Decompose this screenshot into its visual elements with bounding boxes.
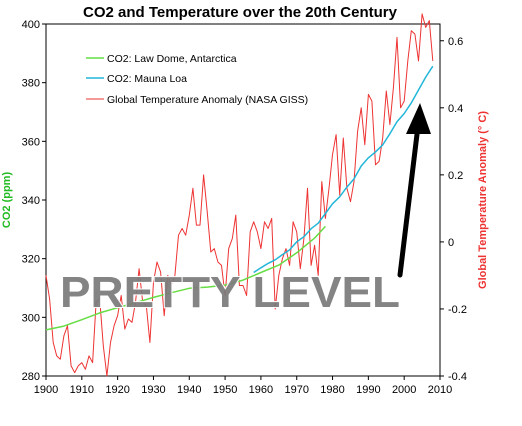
x-tick-label: 2000 — [392, 384, 416, 396]
left-tick-label: 340 — [22, 195, 40, 207]
legend-label-law-dome: CO2: Law Dome, Antarctica — [107, 53, 237, 65]
left-axis-label: CO2 (ppm) — [1, 172, 13, 229]
right-axis-label: Global Temperature Anomaly (° C) — [477, 111, 489, 289]
series-line-law-dome — [45, 225, 326, 331]
trend-arrow-head — [406, 103, 431, 134]
series-line-mauna-loa — [253, 65, 434, 274]
left-tick-label: 280 — [22, 371, 40, 383]
x-tick-label: 1960 — [249, 384, 273, 396]
right-tick-label: 0.2 — [448, 170, 463, 182]
x-tick-label: 1990 — [356, 384, 380, 396]
legend-label-temperature: Global Temperature Anomaly (NASA GISS) — [107, 94, 308, 106]
right-tick-label: 0.4 — [448, 103, 463, 115]
left-tick-label: 400 — [22, 19, 40, 31]
x-tick-label: 1970 — [284, 384, 308, 396]
right-tick-label: 0.6 — [448, 36, 463, 48]
x-tick-label: 1920 — [105, 384, 129, 396]
legend-label-mauna-loa: CO2: Mauna Loa — [107, 73, 187, 85]
right-tick-label: -0.2 — [448, 304, 467, 316]
left-tick-label: 380 — [22, 78, 40, 90]
x-tick-label: 1910 — [70, 384, 94, 396]
right-axis-ticks: -0.4 -0.2 0 0.2 0.4 0.6 — [440, 36, 467, 383]
legend: CO2: Law Dome, Antarctica CO2: Mauna Loa… — [86, 53, 308, 106]
pretty-level-annotation: PRETTY LEVEL — [60, 268, 400, 317]
plot-area — [45, 23, 441, 377]
x-tick-label: 1930 — [141, 384, 165, 396]
series-layer — [45, 13, 434, 377]
x-tick-label: 1940 — [177, 384, 201, 396]
x-tick-label: 1980 — [320, 384, 344, 396]
x-tick-label: 1950 — [213, 384, 237, 396]
trend-arrow — [397, 103, 431, 278]
x-tick-label: 1900 — [34, 384, 58, 396]
left-tick-label: 300 — [22, 312, 40, 324]
left-axis-ticks: 280 300 320 340 360 380 400 — [22, 19, 46, 383]
series-line-temperature — [45, 13, 434, 377]
trend-arrow-shaft — [397, 123, 421, 278]
left-tick-label: 360 — [22, 136, 40, 148]
x-axis-ticks: 1900 1910 1920 1930 1940 1950 1960 1970 1980 1990… — [34, 376, 452, 396]
left-tick-label: 320 — [22, 254, 40, 266]
x-tick-label: 2010 — [428, 384, 452, 396]
chart-title: CO2 and Temperature over the 20th Centur… — [83, 4, 398, 21]
right-tick-label: 0 — [448, 237, 454, 249]
right-tick-label: -0.4 — [448, 371, 467, 383]
